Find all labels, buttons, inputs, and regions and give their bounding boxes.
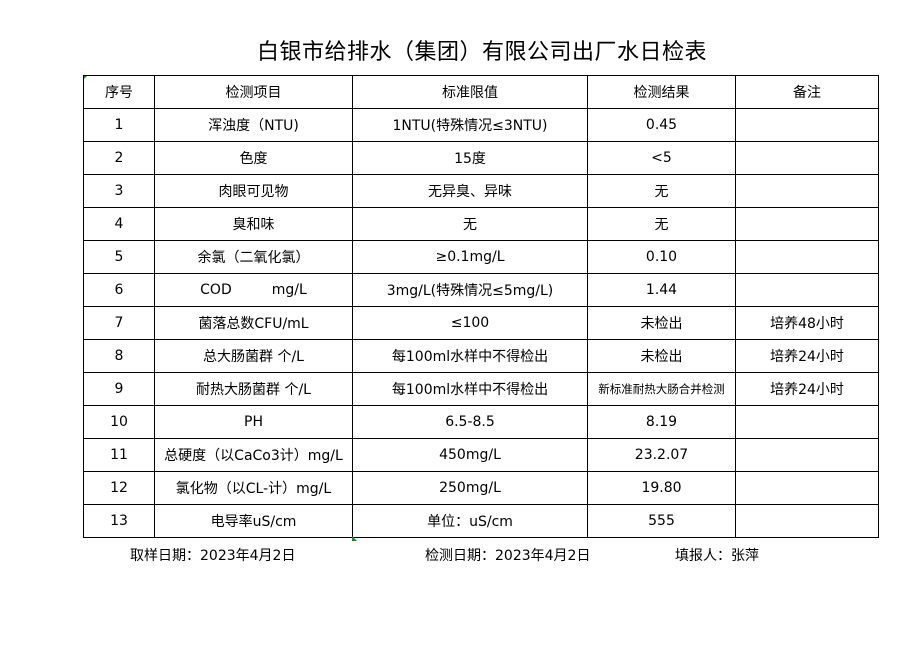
cell-limit: 每100ml水样中不得检出 bbox=[352, 372, 588, 406]
cell-item: 臭和味 bbox=[154, 207, 353, 241]
cell-no: 13 bbox=[83, 504, 155, 538]
cell-item: 耐热大肠菌群 个/L bbox=[154, 372, 353, 406]
cell-note bbox=[735, 240, 879, 274]
cell-result: 未检出 bbox=[587, 306, 736, 340]
cell-no: 12 bbox=[83, 471, 155, 505]
cell-note bbox=[735, 207, 879, 241]
cell-limit: 1NTU(特殊情况≤3NTU) bbox=[352, 108, 588, 142]
cell-note bbox=[735, 273, 879, 307]
cell-limit: 450mg/L bbox=[352, 438, 588, 472]
table-row: 13 电导率uS/cm 单位：uS/cm 555 bbox=[83, 504, 879, 538]
header-limit: 标准限值 bbox=[352, 75, 588, 109]
cell-result: 19.80 bbox=[587, 471, 736, 505]
header-note: 备注 bbox=[735, 75, 879, 109]
cell-item: 电导率uS/cm bbox=[154, 504, 353, 538]
table-row: 10 PH 6.5-8.5 8.19 bbox=[83, 405, 879, 439]
table-row: 6 COD mg/L 3mg/L(特殊情况≤5mg/L) 1.44 bbox=[83, 273, 879, 307]
cell-result: 1.44 bbox=[587, 273, 736, 307]
cell-no: 5 bbox=[83, 240, 155, 274]
cell-limit: 每100ml水样中不得检出 bbox=[352, 339, 588, 373]
cell-result: 未检出 bbox=[587, 339, 736, 373]
cell-item: 总硬度（以CaCo3计）mg/L bbox=[154, 438, 353, 472]
cell-limit: 单位：uS/cm bbox=[352, 504, 588, 538]
cell-result: 0.10 bbox=[587, 240, 736, 274]
cell-item: 总大肠菌群 个/L bbox=[154, 339, 353, 373]
table-row: 5 余氯（二氧化氯） ≥0.1mg/L 0.10 bbox=[83, 240, 879, 274]
cell-limit: 250mg/L bbox=[352, 471, 588, 505]
table-row: 2 色度 15度 <5 bbox=[83, 141, 879, 175]
cell-result: 0.45 bbox=[587, 108, 736, 142]
table-row: 9 耐热大肠菌群 个/L 每100ml水样中不得检出 新标准耐热大肠合并检测 培养24小… bbox=[83, 372, 879, 406]
cell-note bbox=[735, 174, 879, 208]
sampling-date: 取样日期：2023年4月2日 bbox=[130, 548, 296, 564]
cell-no: 7 bbox=[83, 306, 155, 340]
cell-note: 培养24小时 bbox=[735, 372, 879, 406]
cell-item: 肉眼可见物 bbox=[154, 174, 353, 208]
cell-result: 23.2.07 bbox=[587, 438, 736, 472]
cell-no: 2 bbox=[83, 141, 155, 175]
cell-result: 8.19 bbox=[587, 405, 736, 439]
cell-limit: ≤100 bbox=[352, 306, 588, 340]
cell-result: 无 bbox=[587, 207, 736, 241]
cell-limit: 无 bbox=[352, 207, 588, 241]
table-row: 8 总大肠菌群 个/L 每100ml水样中不得检出 未检出 培养24小时 bbox=[83, 339, 879, 373]
table-row: 12 氯化物（以CL-计）mg/L 250mg/L 19.80 bbox=[83, 471, 879, 505]
cell-no: 10 bbox=[83, 405, 155, 439]
inspection-table: 序号 检测项目 标准限值 检测结果 备注 1 浑浊度（NTU) 1NTU(特殊情况≤… bbox=[83, 75, 879, 538]
cell-note bbox=[735, 405, 879, 439]
cell-no: 8 bbox=[83, 339, 155, 373]
test-date: 检测日期：2023年4月2日 bbox=[425, 548, 591, 564]
table-row: 1 浑浊度（NTU) 1NTU(特殊情况≤3NTU) 0.45 bbox=[83, 108, 879, 142]
cell-limit: 15度 bbox=[352, 141, 588, 175]
cell-note bbox=[735, 471, 879, 505]
cell-limit: 3mg/L(特殊情况≤5mg/L) bbox=[352, 273, 588, 307]
cell-item: 氯化物（以CL-计）mg/L bbox=[154, 471, 353, 505]
table-row: 4 臭和味无无 bbox=[83, 207, 879, 241]
cell-note bbox=[735, 504, 879, 538]
cell-item: COD mg/L bbox=[154, 273, 353, 307]
cell-no: 6 bbox=[83, 273, 155, 307]
cell-limit: 无异臭、异味 bbox=[352, 174, 588, 208]
page-title: 白银市给排水（集团）有限公司出厂水日检表 bbox=[256, 40, 707, 65]
cell-note bbox=[735, 141, 879, 175]
cell-result: 555 bbox=[587, 504, 736, 538]
cell-item: PH bbox=[154, 405, 353, 439]
cell-result: <5 bbox=[587, 141, 736, 175]
cell-limit: ≥0.1mg/L bbox=[352, 240, 588, 274]
header-result: 检测结果 bbox=[587, 75, 736, 109]
cell-note bbox=[735, 108, 879, 142]
header-item: 检测项目 bbox=[154, 75, 353, 109]
cell-note bbox=[735, 438, 879, 472]
cell-no: 3 bbox=[83, 174, 155, 208]
cell-result: 无 bbox=[587, 174, 736, 208]
cell-comment-marker bbox=[352, 536, 357, 541]
table-row: 3 肉眼可见物 无异臭、异味无 bbox=[83, 174, 879, 208]
cell-no: 1 bbox=[83, 108, 155, 142]
table-row: 7 菌落总数CFU/mL ≤100 未检出 培养48小时 bbox=[83, 306, 879, 340]
table-row: 11 总硬度（以CaCo3计）mg/L 450mg/L 23.2.07 bbox=[83, 438, 879, 472]
cell-no: 9 bbox=[83, 372, 155, 406]
cell-item: 浑浊度（NTU) bbox=[154, 108, 353, 142]
cell-note: 培养48小时 bbox=[735, 306, 879, 340]
cell-result: 新标准耐热大肠合并检测 bbox=[587, 372, 736, 406]
header-no: 序号 bbox=[83, 75, 155, 109]
cell-no: 4 bbox=[83, 207, 155, 241]
cell-item: 色度 bbox=[154, 141, 353, 175]
cell-note: 培养24小时 bbox=[735, 339, 879, 373]
table-header-row: 序号 检测项目 标准限值 检测结果 备注 bbox=[83, 75, 879, 109]
cell-limit: 6.5-8.5 bbox=[352, 405, 588, 439]
cell-item: 余氯（二氧化氯） bbox=[154, 240, 353, 274]
cell-no: 11 bbox=[83, 438, 155, 472]
reporter: 填报人：张萍 bbox=[675, 548, 759, 564]
cell-item: 菌落总数CFU/mL bbox=[154, 306, 353, 340]
